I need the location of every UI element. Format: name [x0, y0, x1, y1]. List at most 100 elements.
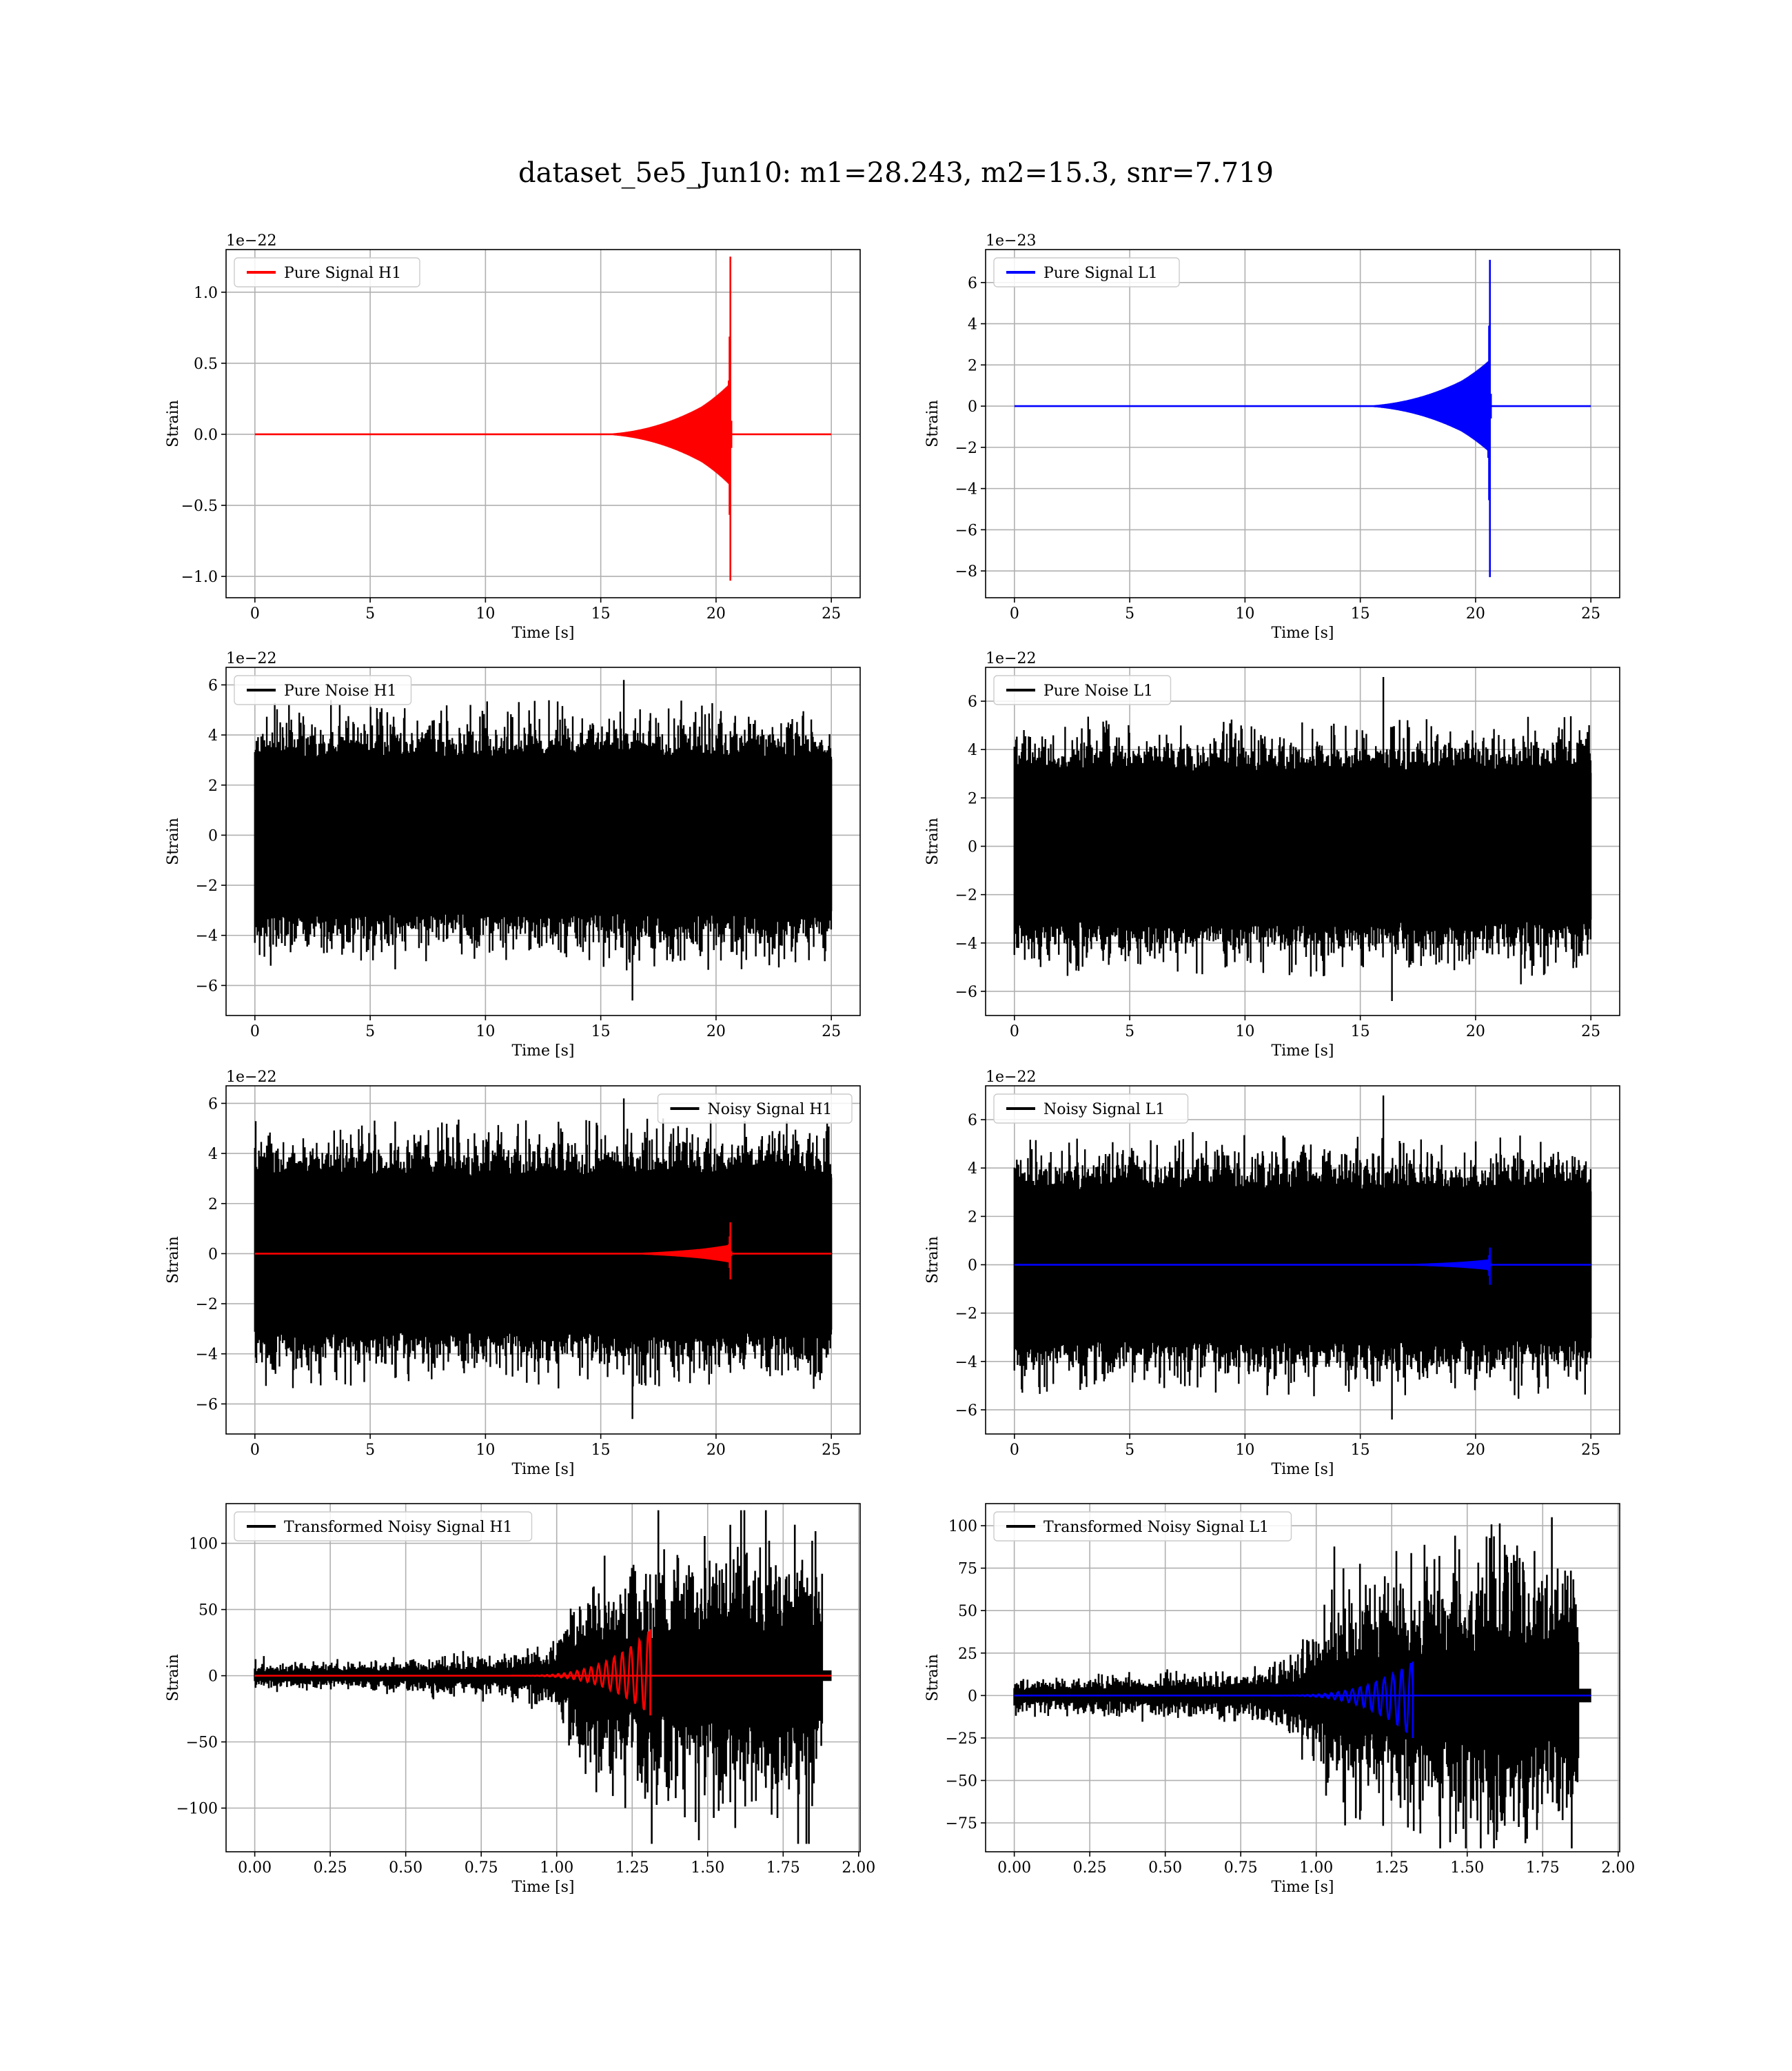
plot-area: [986, 250, 1620, 598]
x-tick-label: 1.50: [1450, 1859, 1484, 1877]
legend: Transformed Noisy Signal L1: [993, 1511, 1292, 1542]
y-tick-label: 2: [968, 790, 977, 807]
y-tick-label: −50: [186, 1735, 218, 1752]
x-tick-label: 1.75: [766, 1859, 800, 1877]
legend-label: Pure Noise L1: [1043, 683, 1153, 700]
series-chirp: [1014, 259, 1591, 578]
x-tick-label: 0.50: [389, 1859, 422, 1877]
x-tick-label: 2.00: [1601, 1859, 1635, 1877]
x-tick-label: 25: [1581, 605, 1600, 623]
y-tick-label: 100: [948, 1518, 977, 1535]
series-chirp: [254, 1222, 832, 1280]
x-tick-label: 0.75: [465, 1859, 498, 1877]
series-group: [254, 256, 832, 581]
x-tick-label: 0: [1010, 1023, 1019, 1040]
y-tick-label: 50: [958, 1603, 977, 1620]
offset-text: 1e−23: [986, 232, 1036, 250]
x-tick-label: 25: [822, 1023, 841, 1040]
y-tick-label: −6: [955, 1402, 977, 1420]
y-tick-label: 1.0: [194, 285, 218, 302]
subplot-noisy-signal-l1: 0 5 10 15 20 25 −6 −4 −2 0 2 4 6 Time [s] Strain 1e−22 N…: [924, 1069, 1620, 1478]
y-tick-label: 75: [958, 1561, 977, 1578]
x-axis-label: Time [s]: [511, 1879, 574, 1896]
legend-label: Noisy Signal L1: [1043, 1101, 1165, 1118]
y-tick-label: −4: [955, 936, 977, 953]
subplot-transformed-noisy-signal-h1: 0.00 0.25 0.50 0.75 1.00 1.25 1.50 1.75 2.00 −100…: [165, 1503, 875, 1896]
legend: Pure Noise L1: [993, 675, 1172, 705]
legend: Transformed Noisy Signal H1: [234, 1511, 533, 1542]
y-tick-label: −75: [946, 1815, 977, 1832]
legend-label: Transformed Noisy Signal H1: [284, 1519, 513, 1536]
x-tick-label: 0.75: [1224, 1859, 1258, 1877]
y-axis-label: Strain: [924, 1654, 941, 1701]
y-tick-label: 0: [208, 827, 218, 845]
x-tick-label: 0.00: [997, 1859, 1031, 1877]
y-tick-label: −2: [955, 440, 977, 457]
y-tick-label: 0: [968, 398, 977, 416]
y-tick-label: −4: [196, 928, 218, 945]
x-axis-label: Time [s]: [511, 1042, 574, 1060]
y-tick-label: −6: [955, 522, 977, 539]
legend-label: Pure Signal L1: [1043, 265, 1158, 282]
figure-title: dataset_5e5_Jun10: m1=28.243, m2=15.3, s…: [518, 157, 1274, 189]
y-tick-label: −2: [955, 887, 977, 905]
y-tick-label: 2: [968, 1209, 977, 1226]
legend-label: Noisy Signal H1: [708, 1101, 833, 1118]
x-tick-label: 10: [1235, 605, 1254, 623]
legend: Pure Signal L1: [993, 257, 1180, 287]
x-axis-label: Time [s]: [511, 625, 574, 642]
y-axis-label: Strain: [165, 818, 182, 865]
y-tick-label: −6: [196, 978, 218, 995]
y-tick-label: −4: [955, 1354, 977, 1371]
x-tick-label: 5: [1125, 1023, 1134, 1040]
legend-box: [993, 675, 1172, 705]
axes-frame: [225, 667, 861, 1016]
offset-text: 1e−22: [226, 650, 276, 667]
series-transformed-chirp: [1014, 1661, 1591, 1738]
y-axis-label: Strain: [165, 1236, 182, 1284]
x-tick-label: 10: [476, 605, 495, 623]
y-tick-label: 25: [958, 1646, 977, 1663]
y-tick-label: −100: [176, 1801, 218, 1818]
subplot-pure-signal-h1: 0 5 10 15 20 25 −1.0 −0.5 0.0 0.5 1.0 Time [s] Strai…: [165, 232, 861, 642]
x-tick-label: 0: [1010, 1442, 1019, 1459]
x-tick-label: 15: [591, 1442, 611, 1459]
y-tick-label: −8: [955, 563, 977, 580]
x-tick-label: 10: [1235, 1023, 1254, 1040]
subplot-pure-signal-l1: 0 5 10 15 20 25 −8 −6 −4 −2 0 2 4 6 Time [s] Strain 1e−2…: [924, 232, 1620, 642]
series-noise: [1013, 677, 1592, 1001]
x-tick-label: 1.25: [615, 1859, 649, 1877]
legend-box: [993, 257, 1180, 287]
legend-box: [234, 257, 420, 287]
y-tick-label: −1.0: [181, 569, 218, 586]
x-tick-label: 15: [591, 605, 611, 623]
series-noise: [254, 1098, 833, 1420]
x-tick-label: 2.00: [842, 1859, 875, 1877]
y-axis-label: Strain: [165, 1654, 182, 1701]
axes-frame: [225, 249, 861, 598]
y-tick-label: 6: [968, 275, 977, 292]
y-tick-label: 2: [968, 357, 977, 374]
subplot-noisy-signal-h1: 0 5 10 15 20 25 −6 −4 −2 0 2 4 6 Time [s] Strain 1e−22 N…: [165, 1069, 861, 1478]
x-tick-label: 5: [1125, 1442, 1134, 1459]
x-axis-label: Time [s]: [1271, 1879, 1334, 1896]
x-tick-label: 10: [476, 1023, 495, 1040]
y-axis-label: Strain: [924, 1236, 941, 1284]
legend: Pure Noise H1: [234, 675, 412, 705]
subplot-pure-noise-h1: 0 5 10 15 20 25 −6 −4 −2 0 2 4 6 Time [s] Strain 1e−22 P…: [165, 650, 861, 1060]
y-tick-label: 0: [968, 839, 977, 856]
plot-area: [226, 250, 860, 598]
axes-frame: [985, 249, 1620, 598]
y-tick-label: −2: [196, 878, 218, 895]
x-axis-label: Time [s]: [1271, 1461, 1334, 1478]
x-tick-label: 0.00: [238, 1859, 272, 1877]
legend-label: Pure Signal H1: [284, 265, 401, 282]
y-axis-label: Strain: [165, 400, 182, 447]
x-axis-label: Time [s]: [1271, 1042, 1334, 1060]
y-tick-label: 100: [189, 1536, 218, 1553]
y-tick-label: 0: [968, 1688, 977, 1705]
axes-frame: [225, 1503, 861, 1852]
y-tick-label: 6: [208, 1095, 218, 1113]
x-tick-label: 5: [365, 1442, 375, 1459]
